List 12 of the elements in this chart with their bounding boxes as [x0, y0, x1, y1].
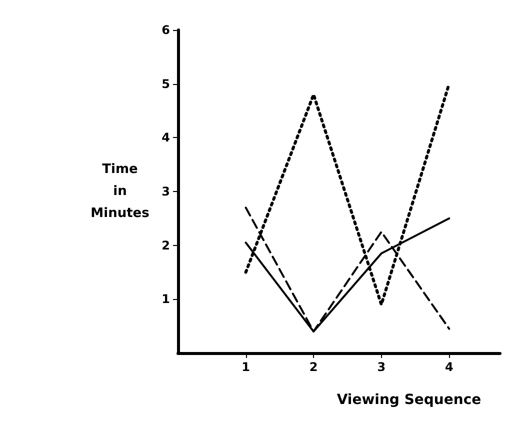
- y-tick-label: 6: [162, 23, 170, 37]
- y-tick-label: 1: [162, 292, 170, 306]
- x-tick-label: 4: [444, 360, 454, 374]
- y-tick-label: 5: [162, 76, 170, 91]
- x-tick-label: 3: [377, 360, 386, 374]
- y-tick-label: 3: [162, 184, 170, 198]
- x-tick-label: 2: [309, 360, 318, 374]
- x-axis-title: Viewing Sequence: [336, 392, 482, 408]
- y-tick-label: 2: [162, 238, 170, 252]
- y-tick-label: 4: [162, 130, 170, 145]
- x-tick-label: 1: [242, 360, 250, 374]
- y-axis-title: Time in Minutes: [90, 162, 150, 221]
